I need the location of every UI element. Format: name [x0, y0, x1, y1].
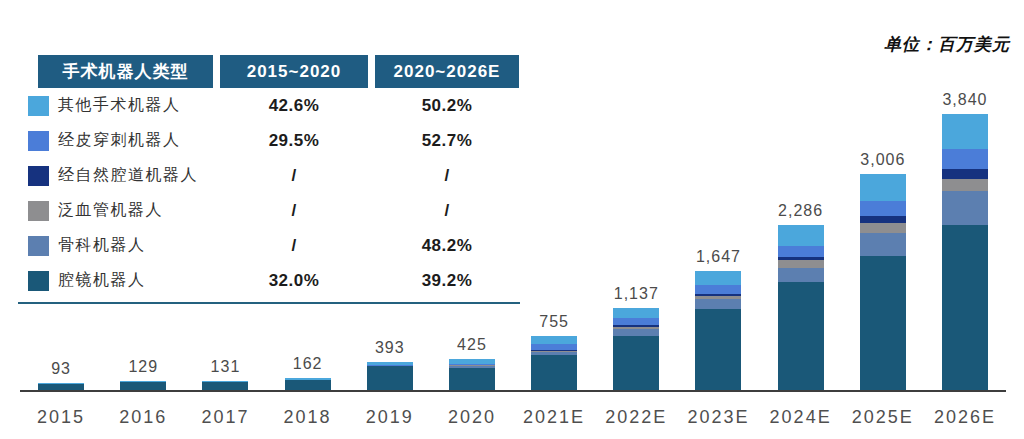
x-axis-label: 2018 — [267, 407, 349, 428]
bar-segment — [449, 368, 495, 390]
bar-segment — [860, 174, 906, 201]
bar-2018 — [285, 378, 331, 390]
bar-slot-2020: 425 — [431, 91, 513, 390]
bar-slot-2021E: 755 — [513, 91, 595, 390]
bar-value-label: 755 — [539, 313, 569, 331]
bar-2024E — [778, 225, 824, 390]
x-axis-labels: 2015201620172018201920202021E2022E2023E2… — [20, 407, 1006, 428]
bar-2021E — [531, 336, 577, 390]
surgical-robot-market-chart: 单位：百万美元 手术机器人类型2015~20202020~2026E 其他手术机… — [0, 0, 1024, 439]
bar-value-label: 131 — [211, 358, 241, 376]
x-axis-label: 2023E — [677, 407, 759, 428]
x-axis-label: 2016 — [102, 407, 184, 428]
bar-slot-2025E: 3,006 — [842, 91, 924, 390]
bar-segment — [942, 179, 988, 191]
x-axis-label: 2019 — [349, 407, 431, 428]
bar-slot-2018: 162 — [267, 91, 349, 390]
x-axis-label: 2025E — [842, 407, 924, 428]
bar-segment — [695, 309, 741, 390]
bar-value-label: 1,647 — [696, 248, 741, 266]
bar-segment — [778, 246, 824, 257]
bar-value-label: 3,006 — [860, 151, 905, 169]
x-axis-label: 2024E — [760, 407, 842, 428]
bar-segment — [942, 191, 988, 225]
bar-2022E — [613, 308, 659, 390]
bar-value-label: 1,137 — [614, 285, 659, 303]
bar-segment — [613, 318, 659, 325]
bar-value-label: 93 — [51, 360, 71, 378]
bars-area: 93 129 131 162 393 425 755 1,137 1,647 2,286 3,006… — [20, 91, 1006, 390]
bar-segment — [38, 384, 84, 390]
bar-segment — [695, 299, 741, 309]
bar-2017 — [202, 381, 248, 390]
bar-segment — [613, 336, 659, 390]
bar-2019 — [367, 362, 413, 390]
bar-2016 — [120, 381, 166, 390]
bar-value-label: 2,286 — [778, 202, 823, 220]
x-axis-label: 2020 — [431, 407, 513, 428]
bar-2020 — [449, 359, 495, 390]
bar-segment — [778, 225, 824, 245]
x-axis-label: 2021E — [513, 407, 595, 428]
bar-segment — [942, 149, 988, 169]
bar-segment — [942, 114, 988, 149]
bar-value-label: 129 — [128, 358, 158, 376]
bar-segment — [860, 201, 906, 216]
x-axis-label: 2017 — [184, 407, 266, 428]
bar-segment — [613, 329, 659, 336]
bar-segment — [531, 336, 577, 344]
bar-slot-2017: 131 — [184, 91, 266, 390]
bar-segment — [778, 282, 824, 390]
bar-value-label: 425 — [457, 336, 487, 354]
bar-segment — [202, 382, 248, 390]
bar-slot-2019: 393 — [349, 91, 431, 390]
x-axis-label: 2015 — [20, 407, 102, 428]
bar-segment — [860, 223, 906, 233]
bar-segment — [860, 233, 906, 256]
bar-segment — [695, 285, 741, 294]
bar-slot-2015: 93 — [20, 91, 102, 390]
bar-segment — [860, 216, 906, 223]
bar-segment — [613, 308, 659, 318]
bar-2026E — [942, 114, 988, 390]
bar-slot-2016: 129 — [102, 91, 184, 390]
stacked-bar-chart: 93 129 131 162 393 425 755 1,137 1,647 2,286 3,006… — [20, 0, 1006, 392]
x-axis-label: 2026E — [924, 407, 1006, 428]
bar-slot-2023E: 1,647 — [677, 91, 759, 390]
bar-slot-2024E: 2,286 — [760, 91, 842, 390]
bar-2023E — [695, 271, 741, 390]
x-axis-label: 2022E — [595, 407, 677, 428]
bar-segment — [120, 382, 166, 390]
bar-value-label: 162 — [293, 355, 323, 373]
bar-slot-2026E: 3,840 — [924, 91, 1006, 390]
bar-segment — [942, 169, 988, 179]
bar-slot-2022E: 1,137 — [595, 91, 677, 390]
bar-segment — [531, 355, 577, 390]
bar-2025E — [860, 174, 906, 390]
bar-segment — [367, 366, 413, 390]
bar-2015 — [38, 383, 84, 390]
bar-segment — [695, 271, 741, 285]
bar-value-label: 393 — [375, 339, 405, 357]
bar-segment — [942, 225, 988, 390]
bar-segment — [860, 256, 906, 390]
bar-segment — [778, 260, 824, 268]
bar-segment — [778, 268, 824, 282]
bar-value-label: 3,840 — [942, 91, 987, 109]
bar-segment — [285, 380, 331, 390]
